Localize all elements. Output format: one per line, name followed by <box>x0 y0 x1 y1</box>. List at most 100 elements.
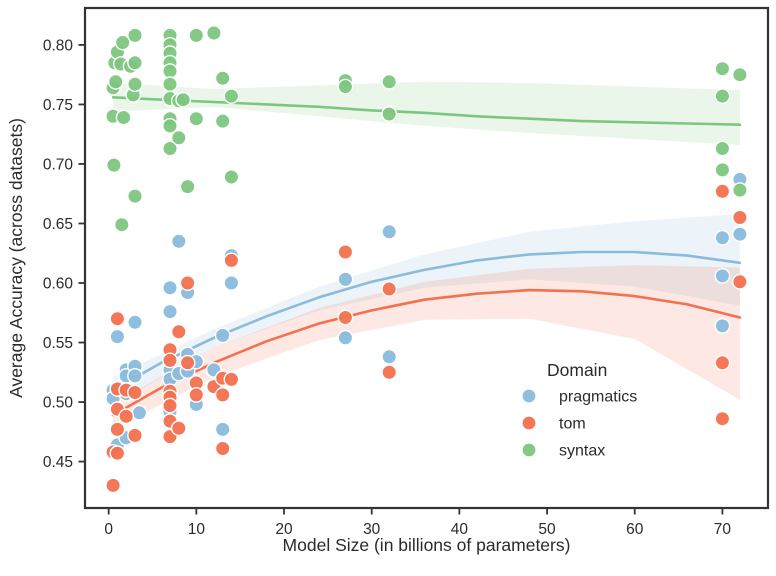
ci-band-pragmatics <box>113 214 740 406</box>
scatter-point <box>732 273 748 290</box>
scatter-point <box>179 178 196 195</box>
scatter-point <box>162 76 178 93</box>
axis-labels: Model Size (in billions of parameters) Av… <box>6 118 570 555</box>
y-tick-label: 0.60 <box>43 276 74 293</box>
scatter-point <box>105 477 122 494</box>
scatter-point <box>381 106 398 122</box>
scatter-point <box>732 226 748 243</box>
y-axis-title: Average Accuracy (across datasets) <box>6 118 26 398</box>
scatter-point <box>337 271 354 288</box>
scatter-point <box>109 310 126 327</box>
scatter-point <box>214 70 231 87</box>
scatter-point <box>162 118 178 134</box>
scatter-point <box>127 367 143 384</box>
ci-bands <box>113 81 740 430</box>
scatter-point <box>381 364 398 381</box>
scatter-point <box>162 397 178 414</box>
scatter-point <box>115 109 132 126</box>
scatter-point <box>214 421 231 438</box>
x-tick-label: 60 <box>626 521 644 538</box>
scatter-point <box>223 252 240 269</box>
ci-band-tom <box>113 265 740 430</box>
scatter-point <box>179 275 196 291</box>
scatter-point <box>170 233 187 250</box>
y-tick-label: 0.70 <box>43 156 74 173</box>
scatter-point <box>127 314 143 331</box>
scatter-point <box>714 317 731 334</box>
regression-line-syntax <box>111 96 742 126</box>
legend-label-syntax: syntax <box>559 443 605 460</box>
scatter-point <box>162 303 178 320</box>
x-tick-label: 40 <box>451 521 469 538</box>
scatter-points <box>105 25 748 494</box>
x-tick-label: 70 <box>714 521 732 538</box>
axes: 0 10 20 30 40 50 60 70 0.45 0.50 0.55 0.60 0.65 0.70 0… <box>43 6 770 538</box>
scatter-point <box>381 223 398 240</box>
scatter-point <box>714 229 731 246</box>
x-tick-label: 50 <box>538 521 556 538</box>
scatter-point <box>131 404 148 421</box>
scatter-point <box>205 25 222 41</box>
scatter-point <box>170 420 187 437</box>
scatter-point <box>127 384 143 401</box>
scatter-point <box>337 244 354 260</box>
scatter-point <box>223 88 240 105</box>
scatter-point <box>714 60 731 77</box>
scatter-point <box>214 113 231 130</box>
legend-label-tom: tom <box>559 416 586 433</box>
scatter-point <box>214 386 231 403</box>
y-tick-label: 0.75 <box>43 97 73 114</box>
legend-marker-syntax <box>521 442 537 458</box>
scatter-point <box>109 328 126 345</box>
scatter-point <box>127 76 143 93</box>
scatter-point <box>714 161 731 178</box>
scatter-point <box>714 354 731 371</box>
scatter-point <box>188 386 205 403</box>
scatter-point <box>107 73 124 90</box>
x-axis-title: Model Size (in billions of parameters) <box>283 535 571 555</box>
legend-title: Domain <box>547 360 607 380</box>
scatter-point <box>714 88 731 105</box>
scatter-point <box>170 323 187 340</box>
scatter-point <box>714 183 731 200</box>
scatter-point <box>714 267 731 284</box>
scatter-point <box>223 169 240 185</box>
regression-line-pragmatics <box>111 250 742 392</box>
scatter-point <box>175 91 192 108</box>
x-tick-label: 30 <box>363 521 381 538</box>
scatter-point <box>127 427 143 444</box>
scatter-point <box>714 140 731 157</box>
scatter-point <box>337 309 354 326</box>
y-tick-label: 0.55 <box>43 335 73 352</box>
scatter-point <box>118 408 135 425</box>
scatter-point <box>337 78 354 95</box>
scatter-point <box>109 445 126 462</box>
scatter-point <box>127 188 143 205</box>
scatter-point <box>214 440 231 457</box>
plot-border <box>83 6 770 510</box>
scatter-point <box>732 182 748 199</box>
scatter-point <box>223 371 240 388</box>
scatter-point <box>127 27 143 44</box>
scatter-point <box>214 327 231 344</box>
scatter-point <box>109 421 126 438</box>
y-tick-label: 0.45 <box>43 454 73 471</box>
scatter-point <box>732 209 748 226</box>
scatter-point <box>179 354 196 371</box>
legend-marker-pragmatics <box>521 388 537 404</box>
scatter-point <box>113 216 130 233</box>
scatter-point <box>162 279 178 296</box>
x-tick-label: 20 <box>275 521 293 538</box>
x-tick-label: 10 <box>188 521 206 538</box>
scatter-point <box>381 281 398 297</box>
scatter-point <box>127 54 143 71</box>
legend: Domain pragmatics tom syntax <box>521 360 637 460</box>
scatter-point <box>106 157 122 174</box>
scatter-point <box>714 410 731 427</box>
scatter-point <box>188 27 205 44</box>
scatter-point <box>732 66 748 83</box>
x-tick-label: 0 <box>104 521 113 538</box>
legend-marker-tom <box>521 415 537 431</box>
